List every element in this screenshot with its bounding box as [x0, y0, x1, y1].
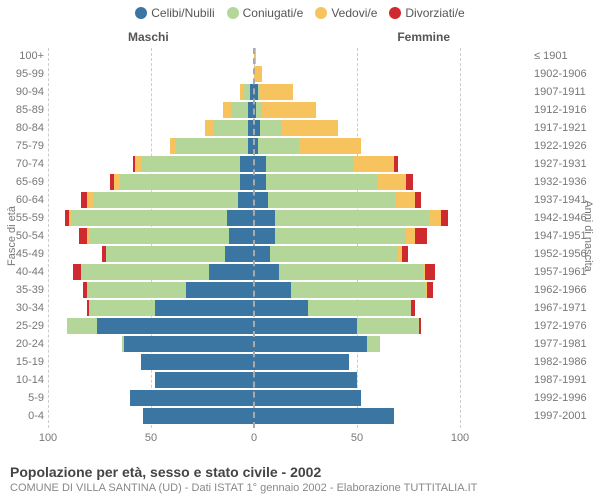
y-label-age: 60-64	[0, 192, 44, 208]
y-label-birth: 1962-1966	[534, 282, 594, 298]
legend-label: Divorziati/e	[405, 6, 464, 20]
y-labels-birth: ≤ 1901 1902-1906 1907-1911 1912-1916 1917-19…	[534, 48, 594, 428]
y-label-birth: 1967-1971	[534, 300, 594, 316]
legend-label: Coniugati/e	[243, 6, 304, 20]
legend-item: Celibi/Nubili	[135, 6, 214, 20]
legend-item: Vedovi/e	[315, 6, 377, 20]
y-label-birth: 1952-1956	[534, 246, 594, 262]
legend-label: Celibi/Nubili	[151, 6, 214, 20]
y-label-birth: 1927-1931	[534, 156, 594, 172]
x-tick-label: 0	[251, 432, 257, 444]
y-label-age: 25-29	[0, 318, 44, 334]
y-label-age: 30-34	[0, 300, 44, 316]
legend-swatch	[315, 7, 327, 19]
header-female: Femmine	[397, 30, 450, 44]
y-label-age: 50-54	[0, 228, 44, 244]
legend-swatch	[227, 7, 239, 19]
pyramid-wrap: Celibi/Nubili Coniugati/e Vedovi/e Divorzia…	[0, 0, 600, 500]
y-labels-age: 100+ 95-99 90-94 85-89 80-84 75-79 70-74 65-69 6…	[0, 48, 44, 428]
y-label-birth: ≤ 1901	[534, 48, 594, 64]
footer: Popolazione per età, sesso e stato civil…	[10, 464, 477, 494]
y-label-birth: 1917-1921	[534, 120, 594, 136]
legend-item: Divorziati/e	[389, 6, 464, 20]
x-tick-label: 50	[351, 432, 363, 444]
y-label-birth: 1977-1981	[534, 336, 594, 352]
y-label-age: 90-94	[0, 84, 44, 100]
x-tick-label: 100	[39, 432, 57, 444]
y-label-age: 80-84	[0, 120, 44, 136]
header-male: Maschi	[128, 30, 169, 44]
y-label-birth: 1982-1986	[534, 354, 594, 370]
legend-item: Coniugati/e	[227, 6, 304, 20]
y-label-birth: 1972-1976	[534, 318, 594, 334]
y-label-birth: 1922-1926	[534, 138, 594, 154]
footer-title: Popolazione per età, sesso e stato civil…	[10, 464, 477, 480]
gridline	[460, 48, 461, 428]
y-label-birth: 1907-1911	[534, 84, 594, 100]
y-label-age: 5-9	[0, 390, 44, 406]
y-label-age: 65-69	[0, 174, 44, 190]
footer-subtitle: COMUNE DI VILLA SANTINA (UD) - Dati ISTA…	[10, 482, 477, 494]
y-label-birth: 1997-2001	[534, 408, 594, 424]
y-label-age: 20-24	[0, 336, 44, 352]
y-label-age: 0-4	[0, 408, 44, 424]
legend-label: Vedovi/e	[331, 6, 377, 20]
y-label-age: 45-49	[0, 246, 44, 262]
y-label-birth: 1902-1906	[534, 66, 594, 82]
legend-swatch	[135, 7, 147, 19]
y-label-age: 70-74	[0, 156, 44, 172]
y-label-age: 100+	[0, 48, 44, 64]
y-label-birth: 1932-1936	[534, 174, 594, 190]
y-label-birth: 1957-1961	[534, 264, 594, 280]
legend-swatch	[389, 7, 401, 19]
y-label-birth: 1942-1946	[534, 210, 594, 226]
legend: Celibi/Nubili Coniugati/e Vedovi/e Divorzia…	[0, 6, 600, 20]
y-label-birth: 1912-1916	[534, 102, 594, 118]
y-label-birth: 1992-1996	[534, 390, 594, 406]
y-label-age: 10-14	[0, 372, 44, 388]
y-label-age: 55-59	[0, 210, 44, 226]
x-tick-label: 50	[145, 432, 157, 444]
y-label-age: 35-39	[0, 282, 44, 298]
y-label-age: 95-99	[0, 66, 44, 82]
x-tick-label: 100	[451, 432, 469, 444]
centerline	[48, 48, 460, 428]
y-label-age: 15-19	[0, 354, 44, 370]
y-label-age: 75-79	[0, 138, 44, 154]
y-label-age: 40-44	[0, 264, 44, 280]
y-label-birth: 1937-1941	[534, 192, 594, 208]
y-label-birth: 1947-1951	[534, 228, 594, 244]
y-label-birth: 1987-1991	[534, 372, 594, 388]
plot-area	[48, 48, 460, 428]
y-label-age: 85-89	[0, 102, 44, 118]
